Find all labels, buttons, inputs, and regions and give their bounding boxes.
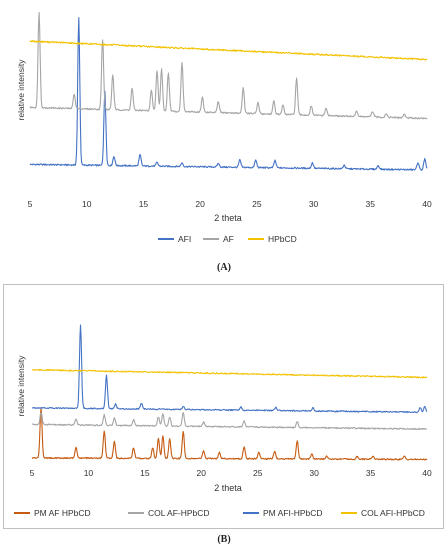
x-tick-label: 35	[366, 468, 376, 478]
series-line-pm-af-hpbcd	[31, 407, 428, 461]
legend-label: COL AF-HPbCD	[148, 508, 210, 518]
x-tick-label: 15	[140, 468, 150, 478]
series-line-col-afi-hpbcd	[31, 368, 428, 379]
x-tick-label: 40	[422, 199, 432, 209]
x-axis-label-a: 2 theta	[214, 213, 242, 223]
legend-label: PM AFI-HPbCD	[263, 508, 323, 518]
x-axis-label-b: 2 theta	[214, 483, 242, 493]
x-tick-label: 30	[309, 468, 319, 478]
x-tick-label: 20	[197, 468, 207, 478]
x-tick-label: 30	[309, 199, 319, 209]
x-tick-label: 35	[366, 199, 376, 209]
x-tick-label: 25	[253, 468, 263, 478]
chart-b-plot: 5 10 15 20 25 30 35 40 PM AF HPbCD COL AF-HPbCD PM…	[14, 324, 432, 518]
x-tick-label: 20	[195, 199, 205, 209]
series-line-af	[29, 11, 428, 120]
legend-label: PM AF HPbCD	[34, 508, 91, 518]
series-line-afi	[29, 17, 428, 171]
x-tick-label: 10	[84, 468, 94, 478]
legend-label: HPbCD	[268, 234, 297, 244]
x-tick-label: 25	[252, 199, 262, 209]
series-line-pm-afi-hpbcd	[31, 324, 428, 414]
legend-label: COL AFI-HPbCD	[361, 508, 425, 518]
y-axis-label-a: relative intensity	[16, 59, 26, 121]
y-axis-label-b: relative intensity	[16, 355, 26, 417]
x-tick-label: 5	[28, 199, 33, 209]
series-line-hpbcd	[29, 40, 428, 61]
panel-b-caption: (B)	[217, 534, 231, 545]
x-tick-label: 40	[422, 468, 432, 478]
x-tick-label: 15	[139, 199, 149, 209]
panel-a-caption: (A)	[217, 262, 231, 273]
series-line-col-af-hpbcd	[31, 411, 428, 431]
legend-label: AF	[223, 234, 234, 244]
x-tick-label: 10	[82, 199, 92, 209]
legend-label: AFI	[178, 234, 191, 244]
chart-a-plot: 5 10 15 20 25 30 35 40 AFI AF HPbCD	[28, 11, 432, 244]
panel-b	[3, 284, 444, 529]
x-tick-label: 5	[30, 468, 35, 478]
